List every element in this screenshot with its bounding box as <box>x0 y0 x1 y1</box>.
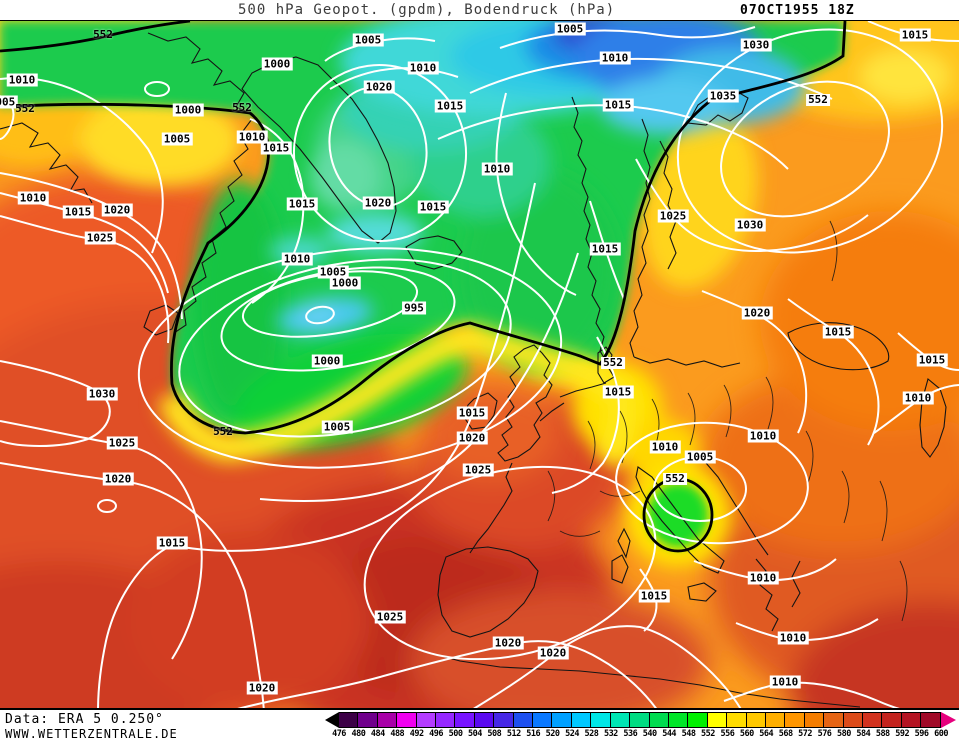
colorbar-cell <box>339 712 359 728</box>
colorbar-cell <box>765 712 786 728</box>
colorbar-cell <box>436 712 456 728</box>
colorbar-tick-label: 536 <box>623 729 638 739</box>
colorbar-tick-label: 552 <box>701 729 715 739</box>
colorbar-tick-label: 512 <box>506 729 521 739</box>
colorbar-cell <box>455 712 475 728</box>
colorbar-tick-label: 540 <box>642 729 657 739</box>
colorbar-cell <box>630 712 650 728</box>
colorbar-cell <box>358 712 378 728</box>
colorbar-tick-label: 556 <box>720 729 735 739</box>
colorbar-tick-label: 596 <box>914 729 929 739</box>
colorbar-cell <box>824 712 844 728</box>
colorbar-tick-label: 524 <box>565 729 579 739</box>
footer: Data: ERA 5 0.250° WWW.WETTERZENTRALE.DE… <box>0 711 959 741</box>
map-datetime: 07OCT1955 18Z <box>740 3 855 18</box>
colorbar-tick-label: 584 <box>856 729 871 739</box>
geopotential-colorbar: 476 480 484 488 492 496 500 504 508 512 516 520 524 5… <box>325 712 956 739</box>
colorbar-tick-label: 492 <box>409 729 424 739</box>
colorbar-tick-label: 588 <box>875 729 890 739</box>
website-line: WWW.WETTERZENTRALE.DE <box>5 727 178 741</box>
colorbar-cell <box>804 712 825 728</box>
colorbar-tick-label: 484 <box>370 729 385 739</box>
colorbar-cell <box>901 712 922 728</box>
colorbar-cell <box>571 712 592 728</box>
colorbar-tick-label: 476 <box>332 729 346 739</box>
colorbar-tick-label: 500 <box>448 729 463 739</box>
colorbar-tick-label: 544 <box>662 729 677 739</box>
colorbar-tick-label: 548 <box>681 729 696 739</box>
colorbar-cell <box>649 712 669 728</box>
colorbar-tick-label: 532 <box>603 729 618 739</box>
colorbar-cell <box>474 712 495 728</box>
colorbar-tick-label: 572 <box>798 729 813 739</box>
colorbar-cell <box>591 712 611 728</box>
weather-map-canvas <box>0 21 959 708</box>
colorbar-tick-label: 504 <box>468 729 482 739</box>
colorbar-tick-label: 564 <box>759 729 774 739</box>
colorbar-cell <box>552 712 572 728</box>
colorbar-cell <box>494 712 514 728</box>
colorbar-tick-label: 508 <box>487 729 502 739</box>
colorbar-cell <box>727 712 747 728</box>
colorbar-tick-label: 600 <box>934 729 948 739</box>
colorbar-cell <box>785 712 805 728</box>
color-field <box>0 21 959 708</box>
colorbar-cell <box>610 712 631 728</box>
colorbar-cell <box>921 712 941 728</box>
colorbar-cell <box>862 712 883 728</box>
colorbar-right-arrow-icon <box>941 712 956 728</box>
colorbar-tick-label: 520 <box>545 729 560 739</box>
geopotential-552-lines <box>0 21 847 553</box>
colorbar-tick-label: 496 <box>429 729 444 739</box>
colorbar-left-arrow-icon <box>325 712 339 728</box>
colorbar-cell <box>843 712 863 728</box>
data-source-line: Data: ERA 5 0.250° <box>5 712 164 727</box>
colorbar-tick-label: 480 <box>351 729 366 739</box>
colorbar-tick-label: 516 <box>526 729 541 739</box>
colorbar-tick-label: 576 <box>817 729 832 739</box>
colorbar-tick-label: 580 <box>836 729 851 739</box>
colorbar-cell <box>882 712 902 728</box>
title-bar: 500 hPa Geopot. (gpdm), Bodendruck (hPa)… <box>0 0 959 20</box>
colorbar-tick-label: 488 <box>390 729 405 739</box>
colorbar-tick-label: 568 <box>778 729 793 739</box>
map-region <box>0 20 959 710</box>
colorbar-cell <box>377 712 398 728</box>
coastlines <box>0 32 947 708</box>
colorbar-cell <box>688 712 708 728</box>
colorbar-cell <box>513 712 534 728</box>
colorbar-cell <box>416 712 437 728</box>
map-title: 500 hPa Geopot. (gpdm), Bodendruck (hPa) <box>238 2 616 18</box>
colorbar-tick-label: 528 <box>584 729 599 739</box>
colorbar-cell <box>397 712 417 728</box>
colorbar-cell <box>746 712 766 728</box>
colorbar-cell <box>707 712 728 728</box>
colorbar-cell <box>668 712 689 728</box>
colorbar-tick-label: 592 <box>895 729 910 739</box>
colorbar-tick-label: 560 <box>739 729 754 739</box>
colorbar-cell <box>533 712 553 728</box>
